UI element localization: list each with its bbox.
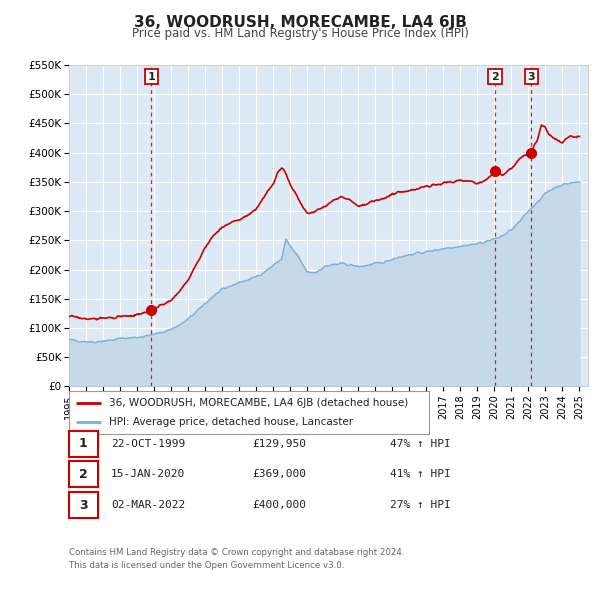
Text: 2: 2: [79, 468, 88, 481]
Text: 47% ↑ HPI: 47% ↑ HPI: [390, 439, 451, 448]
Text: 22-OCT-1999: 22-OCT-1999: [111, 439, 185, 448]
Text: 41% ↑ HPI: 41% ↑ HPI: [390, 470, 451, 479]
Text: 1: 1: [148, 71, 155, 81]
Text: 2: 2: [491, 71, 499, 81]
Text: 36, WOODRUSH, MORECAMBE, LA4 6JB: 36, WOODRUSH, MORECAMBE, LA4 6JB: [134, 15, 466, 30]
Text: 27% ↑ HPI: 27% ↑ HPI: [390, 500, 451, 510]
Text: 1: 1: [79, 437, 88, 450]
Text: 3: 3: [527, 71, 535, 81]
Text: 36, WOODRUSH, MORECAMBE, LA4 6JB (detached house): 36, WOODRUSH, MORECAMBE, LA4 6JB (detach…: [109, 398, 408, 408]
Text: £129,950: £129,950: [252, 439, 306, 448]
Text: 02-MAR-2022: 02-MAR-2022: [111, 500, 185, 510]
Text: This data is licensed under the Open Government Licence v3.0.: This data is licensed under the Open Gov…: [69, 560, 344, 569]
Text: HPI: Average price, detached house, Lancaster: HPI: Average price, detached house, Lanc…: [109, 417, 353, 427]
Text: Price paid vs. HM Land Registry's House Price Index (HPI): Price paid vs. HM Land Registry's House …: [131, 27, 469, 40]
Text: £400,000: £400,000: [252, 500, 306, 510]
Text: 3: 3: [79, 499, 88, 512]
Text: 15-JAN-2020: 15-JAN-2020: [111, 470, 185, 479]
Text: Contains HM Land Registry data © Crown copyright and database right 2024.: Contains HM Land Registry data © Crown c…: [69, 548, 404, 556]
Text: £369,000: £369,000: [252, 470, 306, 479]
